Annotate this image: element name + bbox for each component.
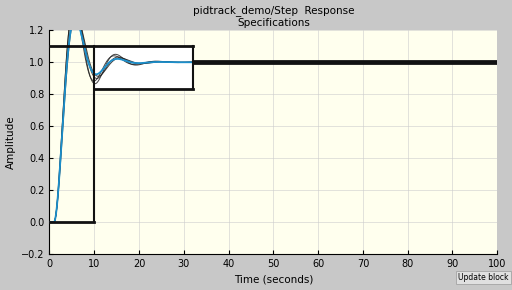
Text: Update block: Update block [458,273,509,282]
Bar [94,46,193,89]
X-axis label: Time (seconds): Time (seconds) [233,274,313,284]
Y-axis label: Amplitude: Amplitude [6,115,15,169]
Title: pidtrack_demo/Step  Response
Specifications: pidtrack_demo/Step Response Specificatio… [193,6,354,28]
